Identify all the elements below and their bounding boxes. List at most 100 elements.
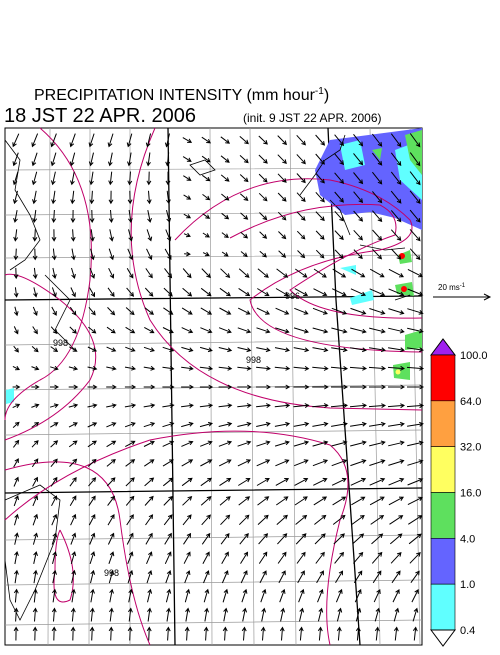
wind-arrow <box>144 477 155 487</box>
wind-arrow <box>162 421 175 428</box>
wind-arrow <box>124 422 136 428</box>
wind-arrow <box>389 515 404 525</box>
wind-arrow <box>49 403 59 409</box>
wind-arrow <box>220 268 231 279</box>
coast-west <box>4 139 76 621</box>
wind-arrow <box>200 459 213 467</box>
wind-arrow <box>127 569 134 584</box>
wind-arrow <box>275 288 289 297</box>
wind-arrow <box>165 171 171 186</box>
precip-cyan <box>340 140 422 200</box>
wind-arrow <box>317 626 323 641</box>
wind-arrow <box>242 607 248 622</box>
wind-arrow <box>312 384 329 390</box>
wind-arrow <box>199 384 214 390</box>
wind-arrow <box>32 532 39 545</box>
wind-arrow <box>332 268 347 278</box>
wind-arrow <box>296 230 306 240</box>
isobar <box>4 273 97 441</box>
wind-arrow <box>201 514 211 526</box>
wind-arrow <box>407 478 424 486</box>
wind-arrow <box>126 532 134 545</box>
wind-arrow <box>165 152 171 167</box>
wind-arrow <box>69 346 78 352</box>
wind-arrow <box>312 421 329 427</box>
wind-arrow <box>330 403 349 409</box>
wind-arrow <box>33 287 38 298</box>
wind-arrow <box>372 248 383 260</box>
wind-arrow <box>407 308 424 315</box>
wind-arrow <box>13 287 19 298</box>
wind-arrow <box>201 155 211 163</box>
wind-arrow <box>277 173 287 183</box>
wind-arrow <box>349 403 368 409</box>
wind-arrow <box>88 514 96 526</box>
wind-arrow <box>336 607 343 622</box>
wind-arrow <box>335 570 344 584</box>
wind-arrow <box>106 384 117 390</box>
wind-arrow <box>166 607 171 622</box>
wind-arrow <box>184 588 191 603</box>
wind-arrow <box>13 306 19 317</box>
wind-arrow <box>350 477 367 486</box>
wind-arrow <box>279 588 286 603</box>
wind-arrow <box>14 569 19 584</box>
wind-arrow <box>314 514 327 525</box>
wind-arrow <box>296 211 306 221</box>
wind-arrow <box>330 365 349 371</box>
wind-arrow <box>69 477 77 487</box>
wind-arrow <box>317 588 324 603</box>
wind-arrow <box>199 365 214 371</box>
wind-arrow <box>293 365 310 371</box>
isobar <box>229 203 423 319</box>
wind-arrow <box>87 422 98 428</box>
colorbar-top <box>430 338 456 356</box>
wind-arrow <box>274 384 291 390</box>
wind-arrow <box>13 210 18 223</box>
wind-arrow <box>182 156 192 162</box>
wind-arrow <box>240 570 248 584</box>
wind-arrow <box>128 209 133 224</box>
wind-arrow <box>312 347 329 353</box>
wind-arrow <box>181 421 194 428</box>
wind-arrow <box>71 267 76 279</box>
wind-arrow <box>334 210 344 222</box>
wind-arrow <box>146 229 153 242</box>
wind-arrow <box>69 306 77 316</box>
wind-arrow <box>256 459 271 467</box>
wind-arrow <box>315 134 326 146</box>
wind-arrow <box>409 229 421 242</box>
wind-arrow <box>294 307 309 315</box>
wind-arrow <box>369 347 386 353</box>
wind-arrow <box>256 365 271 371</box>
wind-arrow <box>70 626 76 641</box>
wind-arrow <box>203 626 209 641</box>
wind-arrow <box>13 267 19 280</box>
wind-arrow <box>51 495 58 507</box>
wind-arrow <box>146 190 152 205</box>
wind-arrow <box>258 154 268 164</box>
wind-arrow <box>144 307 154 315</box>
wind-arrow <box>406 403 425 409</box>
wind-arrow <box>88 152 94 167</box>
wind-arrow <box>87 458 97 467</box>
wind-arrow <box>182 514 192 526</box>
wind-arrow <box>256 421 271 427</box>
wind-arrow <box>182 287 193 297</box>
wind-arrow <box>407 327 424 334</box>
wind-arrow <box>89 551 96 565</box>
wind-arrow <box>181 459 194 467</box>
wind-arrow <box>106 346 117 352</box>
wind-arrow <box>313 477 328 486</box>
wind-arrow <box>260 626 266 641</box>
wind-arrow <box>199 421 213 428</box>
wind-arrow <box>241 588 248 603</box>
wind-arrow <box>391 570 401 584</box>
wind-arrow <box>165 229 172 242</box>
wind-arrow <box>351 515 365 525</box>
wind-arrow <box>204 607 209 622</box>
wind-arrow <box>274 365 291 371</box>
wind-arrow <box>239 136 249 145</box>
precip-yellow <box>395 369 401 375</box>
wind-arrow <box>125 477 135 487</box>
